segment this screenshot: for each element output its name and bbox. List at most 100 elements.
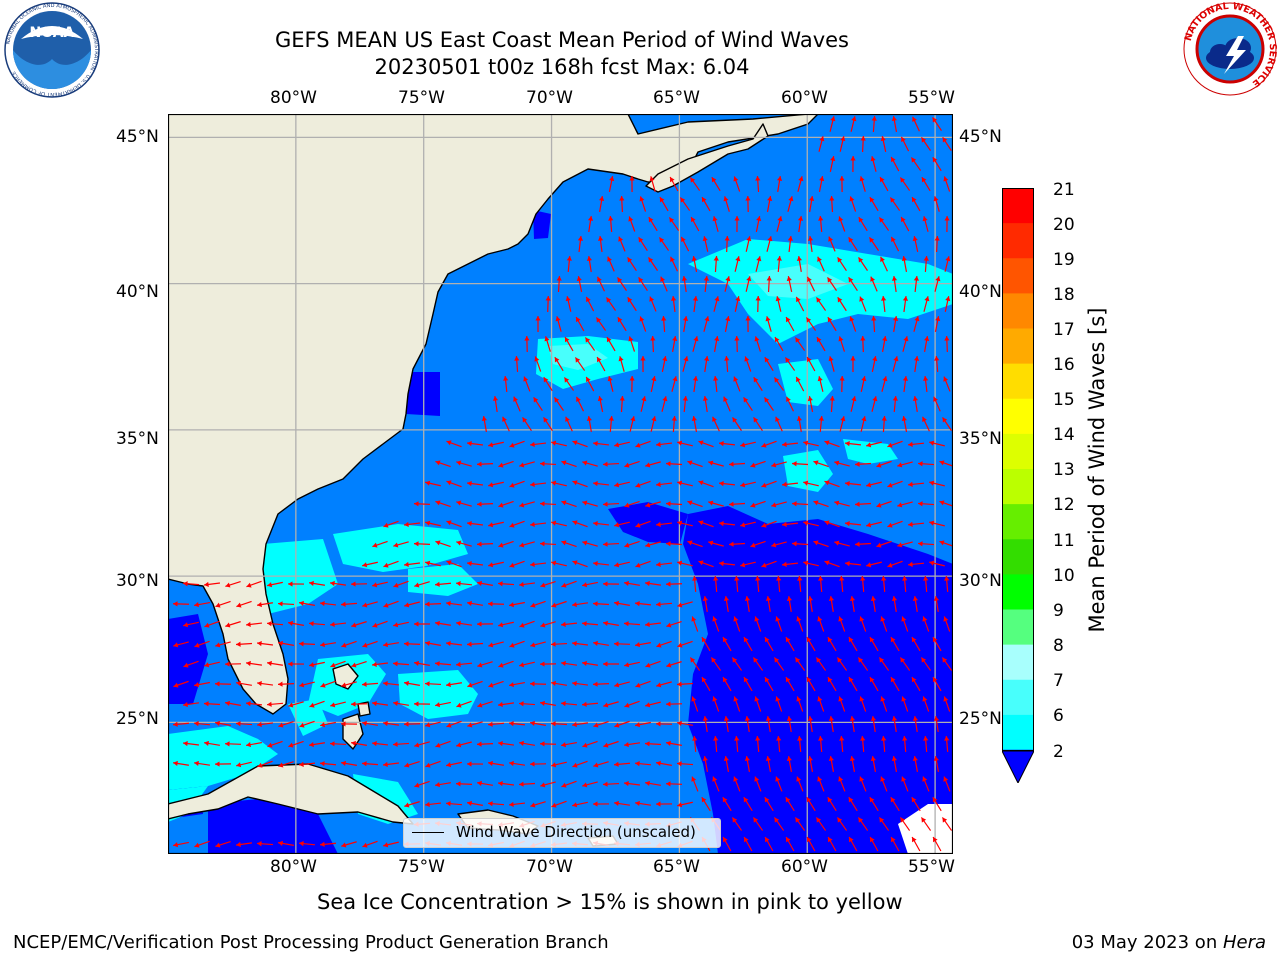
wind-wave-arrow-head [870, 756, 876, 762]
wind-wave-arrow-head [617, 317, 623, 323]
wind-wave-arrow-head [309, 621, 314, 627]
wind-wave-arrow-head [593, 601, 598, 607]
wind-wave-arrow-head [561, 742, 567, 748]
wind-wave-arrow-head [628, 336, 634, 342]
wind-wave-arrow-head [554, 357, 560, 363]
wind-wave-arrow-head [732, 417, 738, 423]
wind-wave-arrow-head [922, 616, 928, 622]
wind-wave-arrow-head [582, 660, 587, 667]
colorbar-tick: 13 [1053, 460, 1075, 480]
colorbar-band [1002, 609, 1034, 646]
wind-wave-arrow-head [913, 356, 920, 361]
wind-wave-arrow-head [816, 817, 822, 823]
wind-wave-arrow-head [782, 561, 787, 567]
wind-wave-arrow-head [849, 316, 855, 322]
wind-wave-arrow-head [743, 397, 749, 403]
wind-wave-arrow-head [753, 417, 759, 423]
wind-wave-arrow-head [530, 441, 535, 447]
wind-wave-arrow-head [593, 801, 598, 807]
wind-wave-arrow-head [912, 716, 919, 721]
wind-wave-arrow-head [599, 196, 605, 201]
noaa-logo-text: NOAA [30, 25, 75, 41]
wind-wave-arrow-head [881, 576, 887, 581]
wind-wave-arrow-head [540, 622, 546, 628]
wind-wave-arrow-head [796, 296, 801, 303]
wind-wave-arrow-head [771, 542, 777, 548]
wind-wave-arrow-head [803, 480, 809, 486]
wind-wave-arrow-head [641, 396, 647, 402]
wind-wave-arrow-head [819, 176, 825, 182]
wind-wave-arrow-head [893, 356, 899, 362]
wind-wave-arrow-head [859, 296, 865, 302]
wind-wave-arrow-head [754, 616, 760, 622]
wind-wave-arrow-head [530, 521, 535, 527]
wind-wave-arrow-head [299, 722, 305, 728]
wind-wave-arrow-head [425, 480, 431, 486]
wind-wave-arrow-head [803, 520, 809, 526]
wind-wave-arrow-head [918, 501, 923, 507]
wind-wave-arrow-head [603, 461, 608, 467]
wind-wave-arrow-head [692, 296, 699, 301]
wind-wave-arrow-head [828, 837, 833, 843]
low-period-region [168, 210, 953, 854]
wind-wave-arrow-head [617, 277, 623, 283]
wind-wave-arrow-head [702, 596, 709, 601]
wind-wave-arrow-head [671, 416, 677, 421]
wind-wave-arrow-head [488, 601, 493, 607]
wind-wave-arrow-head [797, 216, 804, 221]
wind-wave-arrow-head [309, 741, 314, 748]
wind-wave-arrow-head [753, 377, 759, 383]
wind-wave-arrow-head [723, 716, 730, 721]
wind-wave-arrow-head [467, 761, 472, 767]
wind-wave-arrow-head [603, 742, 609, 748]
wind-wave-arrow-head [881, 416, 887, 421]
wind-wave-arrow-head [691, 696, 697, 702]
lon-label-top: 65°W [653, 88, 700, 108]
wind-wave-arrow-head [795, 657, 801, 663]
wind-wave-arrow-head [858, 217, 864, 223]
lon-label-bottom: 60°W [781, 857, 828, 877]
wind-wave-arrow-head [530, 761, 535, 767]
wind-wave-arrow-head [933, 756, 939, 762]
wind-wave-arrow-head [785, 677, 791, 683]
wind-wave-arrow-head [882, 376, 888, 382]
wind-wave-arrow-head [870, 596, 877, 601]
wind-wave-arrow-head [173, 721, 178, 727]
wind-wave-arrow-head [498, 780, 503, 787]
wind-wave-arrow-head [509, 562, 515, 568]
wind-wave-arrow-head [908, 521, 913, 527]
wind-wave-arrow-head [819, 136, 825, 142]
wind-wave-arrow-head [744, 837, 749, 843]
wind-wave-arrow-head [606, 297, 612, 303]
wind-wave-arrow-head [194, 642, 200, 648]
wind-wave-arrow-head [912, 596, 919, 601]
wind-wave-arrow-head [796, 776, 802, 782]
wind-wave-arrow-head [666, 461, 671, 467]
wind-wave-arrow-head [648, 257, 654, 263]
wind-wave-arrow-head [372, 622, 378, 628]
map-frame [168, 114, 953, 854]
legend-label: Wind Wave Direction (unscaled) [456, 823, 696, 841]
wind-wave-arrow-head [656, 721, 661, 727]
wind-wave-arrow-head [845, 441, 850, 447]
wind-wave-arrow-head [624, 780, 629, 787]
wind-wave-arrow-head [735, 296, 741, 302]
wind-wave-arrow-head [383, 842, 389, 848]
wind-wave-arrow-head [713, 576, 719, 581]
wind-wave-arrow-head [639, 196, 645, 202]
wind-wave-arrow-head [929, 440, 935, 446]
wind-wave-arrow-head [351, 740, 356, 746]
wind-wave-arrow-head [774, 337, 780, 343]
wind-wave-arrow-head [582, 782, 588, 788]
wind-wave-arrow-head [879, 217, 885, 223]
wind-wave-arrow-head [519, 781, 524, 787]
wind-wave-arrow-head [502, 416, 507, 422]
wind-wave-arrow-head [796, 376, 801, 383]
wind-wave-arrow-head [839, 376, 845, 381]
wind-wave-arrow-head [624, 741, 629, 748]
wind-wave-arrow-head [816, 337, 822, 343]
wind-wave-arrow-head [901, 696, 907, 702]
wind-wave-arrow-head [614, 482, 620, 488]
wind-wave-arrow-head [786, 596, 793, 601]
chart-subtitle: 20230501 t00z 168h fcst Max: 6.04 [374, 55, 750, 79]
